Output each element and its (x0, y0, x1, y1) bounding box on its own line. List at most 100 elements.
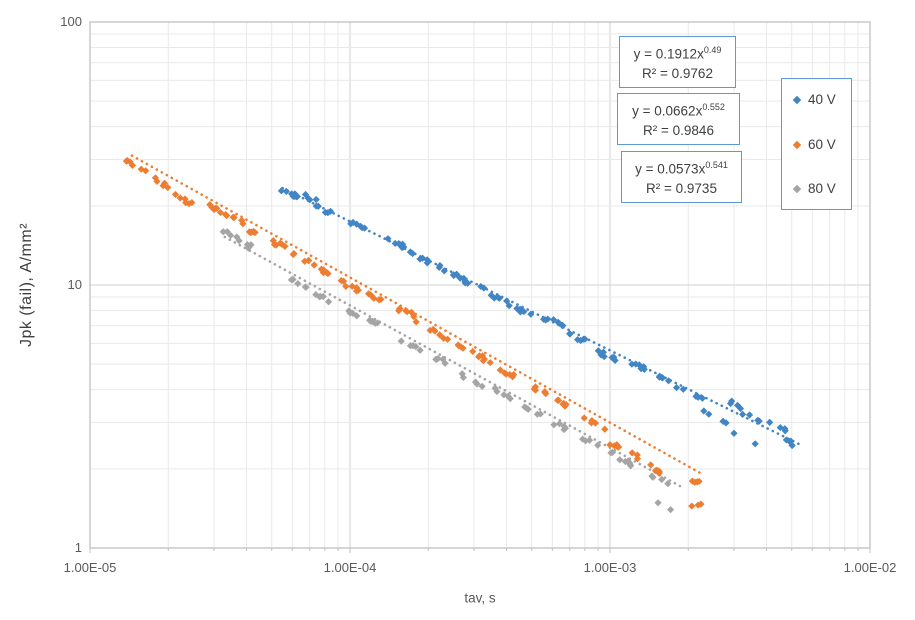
data-point-40v (503, 297, 511, 305)
data-point-60v (185, 200, 193, 208)
data-point-60v (486, 358, 494, 367)
data-point-60v (587, 419, 595, 427)
data-point-80v (459, 373, 467, 382)
data-point-60v (348, 282, 356, 290)
plot-border (89, 21, 871, 549)
data-point-80v (506, 395, 514, 403)
data-point-40v (440, 267, 448, 275)
data-point-60v (310, 261, 318, 269)
data-point-80v (664, 480, 672, 488)
data-point-40v (755, 417, 763, 425)
data-point-60v (496, 366, 504, 374)
data-point-40v (549, 316, 558, 324)
data-point-40v (477, 282, 485, 291)
data-point-40v (406, 248, 414, 256)
data-point-60v (436, 331, 444, 339)
data-point-80v (533, 410, 542, 418)
data-point-40v (277, 187, 286, 195)
data-point-60v (301, 257, 309, 265)
data-point-80v (478, 382, 486, 390)
data-point-60v (475, 353, 483, 361)
diamond-marker-icon (792, 184, 802, 193)
data-point-40v (513, 304, 521, 313)
series-80v (219, 228, 684, 514)
data-point-40v (608, 354, 616, 362)
legend: 40 V 60 V 80 V (781, 78, 852, 210)
data-point-40v (566, 330, 574, 338)
data-point-40v (353, 220, 361, 228)
data-point-80v (345, 307, 353, 315)
data-point-80v (550, 421, 558, 429)
data-point-80v (560, 422, 568, 430)
data-point-60v (230, 213, 238, 222)
data-point-40v (726, 399, 735, 408)
data-point-40v (391, 239, 399, 248)
data-point-60v (553, 396, 562, 404)
data-point-60v (606, 441, 614, 449)
data-point-80v (493, 387, 501, 396)
x-axis-ticks (89, 548, 871, 553)
data-point-60v (352, 284, 361, 292)
r-squared-line: R² = 0.9762 (642, 65, 713, 81)
data-point-40v (301, 190, 310, 199)
data-point-40v (640, 363, 648, 371)
data-point-60v (342, 282, 350, 290)
y-tick-label: 10 (67, 277, 82, 292)
data-point-60v (531, 383, 540, 391)
data-point-80v (594, 441, 602, 449)
data-point-60v (412, 318, 420, 326)
data-point-80v (301, 283, 309, 291)
data-point-60v (137, 165, 145, 173)
data-point-40v (541, 316, 550, 324)
data-point-60v (562, 400, 570, 409)
data-point-40v (632, 360, 640, 368)
legend-label: 40 V (808, 92, 836, 107)
data-point-40v (559, 322, 567, 330)
data-point-60v (688, 502, 696, 510)
equation-line: y = 0.0662x0.552 (632, 102, 725, 119)
x-tick-label: 1.00E-03 (583, 560, 637, 575)
data-point-80v (287, 276, 296, 284)
data-point-60v (403, 308, 411, 316)
data-point-40v (782, 436, 790, 444)
r-squared-line: R² = 0.9846 (643, 122, 714, 138)
x-tick-label: 1.00E-02 (843, 560, 897, 575)
data-point-40v (788, 441, 796, 450)
data-point-40v (705, 410, 713, 418)
data-point-80v (412, 343, 420, 351)
data-point-40v (349, 218, 357, 227)
data-point-60v (426, 326, 434, 335)
data-point-40v (574, 335, 582, 344)
data-point-40v (306, 196, 314, 204)
data-point-40v (700, 407, 708, 415)
data-point-40v (659, 374, 667, 382)
data-point-40v (460, 274, 468, 282)
data-point-40v (416, 255, 424, 263)
data-point-80v (294, 279, 302, 288)
data-point-40v (347, 220, 355, 228)
data-point-80v (522, 404, 531, 412)
data-point-40v (495, 294, 503, 302)
data-point-60v (628, 449, 636, 457)
data-point-60v (541, 388, 549, 396)
gridlines (90, 22, 870, 548)
data-point-60v (647, 461, 655, 469)
data-point-60v (221, 210, 230, 219)
data-point-40v (435, 263, 443, 272)
data-point-40v (637, 364, 645, 373)
data-point-40v (679, 385, 687, 393)
series-40v (277, 186, 804, 450)
data-point-40v (292, 193, 300, 201)
data-point-60v (506, 370, 514, 379)
data-point-40v (733, 401, 742, 409)
data-point-80v (585, 436, 594, 444)
equation-line: y = 0.0573x0.541 (635, 160, 728, 177)
data-point-80v (581, 437, 590, 445)
data-point-80v (247, 241, 255, 249)
diamond-marker-icon (792, 95, 802, 104)
data-point-40v (423, 256, 431, 264)
data-point-60v (651, 467, 660, 475)
data-point-60v (176, 194, 184, 202)
data-point-40v (751, 440, 759, 448)
